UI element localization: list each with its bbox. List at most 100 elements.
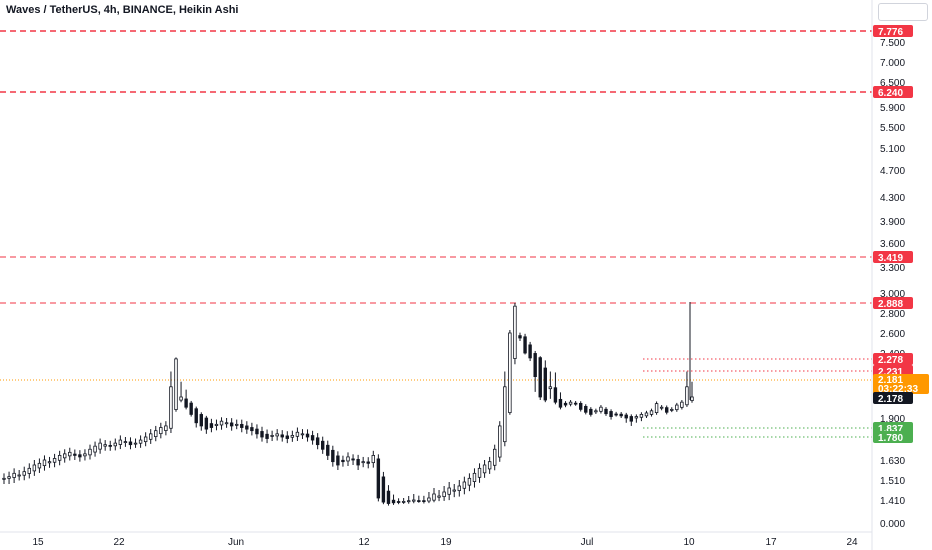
candle-body [169, 386, 173, 429]
candle-body [321, 440, 325, 450]
candle-body [563, 402, 568, 406]
candle-body [118, 439, 123, 445]
candle-body [159, 427, 163, 435]
candle-body [341, 459, 345, 463]
candle-body [432, 493, 436, 501]
candle-body [199, 414, 203, 427]
candle-body [275, 433, 279, 437]
candle-body [143, 436, 148, 443]
candle-body [250, 427, 254, 432]
resistance-badge-label: 3.419 [878, 253, 903, 264]
candle-body [548, 386, 553, 390]
x-tick-label: 12 [358, 537, 370, 548]
candle-body [584, 405, 588, 413]
resistance-badge[interactable]: 2.278 [873, 353, 913, 366]
candle-body [245, 425, 249, 430]
y-tick-label: 5.100 [880, 144, 905, 155]
candle-body [260, 431, 264, 438]
x-tick-label: Jul [581, 537, 594, 548]
current-price-badge-bg [873, 374, 929, 394]
candle-body [326, 444, 330, 456]
y-tick-label: 3.300 [880, 263, 905, 274]
candles [2, 302, 694, 506]
candle-body [407, 500, 411, 503]
candle-body [508, 332, 512, 414]
last-close-badge[interactable]: 2.178 [873, 392, 913, 405]
y-tick-label: 7.500 [880, 38, 905, 49]
candle-body [356, 459, 360, 466]
candle-body [553, 387, 558, 403]
candle-body [32, 464, 37, 472]
y-tick-label: 5.900 [880, 103, 905, 114]
candle-body [93, 445, 97, 453]
y-axis[interactable]: 7.500 7.000 6.500 5.900 5.500 5.100 4.700 4.300… [880, 38, 905, 530]
candle-body [184, 398, 188, 408]
candle-body [37, 462, 42, 469]
candle-body [442, 491, 446, 498]
candle-body [366, 461, 370, 464]
resistance-badge[interactable]: 2.888 [873, 297, 913, 310]
y-tick-label: 0.000 [880, 519, 905, 530]
candle-body [255, 428, 259, 435]
candle-body [108, 444, 112, 447]
candle-body [371, 454, 375, 464]
candle-body [280, 434, 284, 438]
candle-body [310, 435, 315, 441]
candle-body [467, 477, 472, 486]
y-tick-label: 7.000 [880, 58, 905, 69]
y-tick-label: 3.000 [880, 289, 905, 300]
candle-body [47, 461, 52, 464]
resistance-badge[interactable]: 7.776 [873, 25, 913, 38]
candle-body [644, 412, 649, 417]
candle-countdown: 03:22:33 [878, 384, 918, 395]
candle-body [154, 430, 158, 438]
candle-body [649, 410, 654, 415]
candle-body [88, 448, 92, 456]
candle-body [401, 500, 406, 503]
candle-body [654, 403, 659, 414]
y-tick-label: 3.900 [880, 217, 905, 228]
y-tick-label: 2.600 [880, 329, 905, 340]
candle-body [533, 353, 537, 378]
resistance-badge-bg [873, 353, 913, 365]
y-tick-label: 4.300 [880, 193, 905, 204]
candle-body [609, 411, 613, 417]
candle-body [290, 435, 295, 438]
price-lines [0, 30, 872, 438]
settings-button[interactable] [878, 3, 928, 21]
candle-body [83, 453, 87, 457]
resistance-badge[interactable]: 3.419 [873, 251, 913, 264]
candle-body [422, 500, 426, 503]
x-axis[interactable]: 15 22 Jun 12 19 Jul 10 17 24 [32, 537, 858, 548]
candle-body [179, 396, 183, 401]
candle-body [604, 408, 608, 415]
candle-body [619, 413, 623, 417]
candle-body [477, 467, 482, 478]
candle-body [265, 433, 269, 439]
resistance-badge-label: 6.240 [878, 88, 903, 99]
candle-body [579, 402, 583, 410]
y-tick-label: 2.800 [880, 309, 905, 320]
support-badge[interactable]: 1.780 [873, 431, 913, 444]
candle-body [427, 497, 431, 502]
candle-body [219, 420, 224, 426]
candle-body [624, 414, 628, 419]
candle-body [396, 501, 401, 503]
resistance-badge[interactable]: 6.240 [873, 86, 913, 99]
resistance-badge-label: 2.231 [878, 367, 903, 378]
candle-body [391, 499, 396, 504]
candle-body [558, 398, 563, 408]
candle-body [412, 499, 416, 502]
candle-body [128, 441, 133, 446]
candle-body [235, 423, 239, 426]
candle-body [78, 454, 82, 458]
candle-body [52, 458, 57, 463]
candle-body [599, 406, 603, 412]
x-tick-label: 22 [113, 537, 125, 548]
candle-body [346, 456, 350, 462]
candle-body [361, 461, 365, 464]
candle-body [482, 464, 487, 474]
candle-body [98, 442, 102, 450]
